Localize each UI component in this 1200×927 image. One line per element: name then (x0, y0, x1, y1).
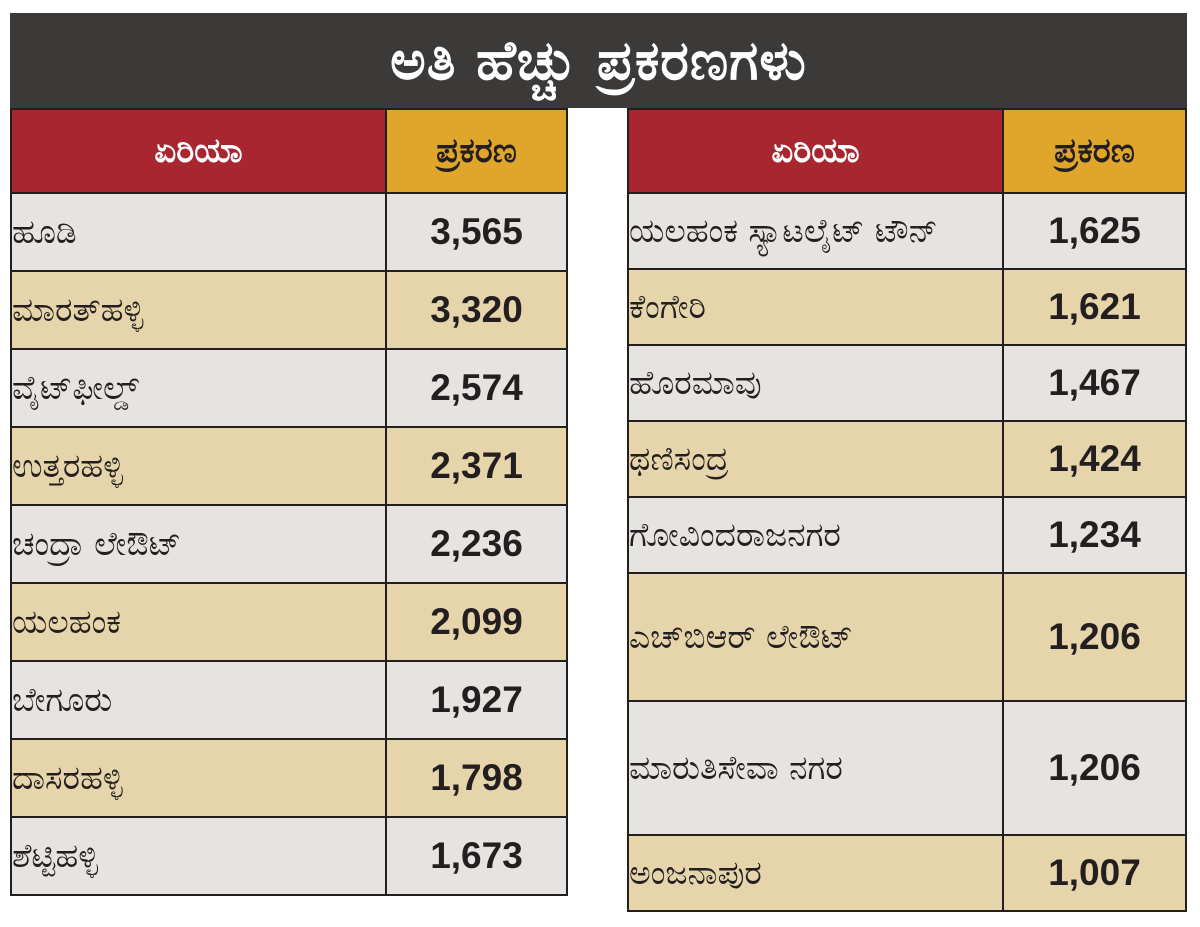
table-header-row: ಏರಿಯಾ ಪ್ರಕರಣ (10, 108, 568, 194)
chart-title: ಅತಿ ಹೆಚ್ಚು ಪ್ರಕರಣಗಳು (10, 13, 1187, 108)
case-count-cell: 2,099 (385, 582, 568, 662)
case-count-cell: 1,927 (385, 660, 568, 740)
area-name-cell: ಹೂಡಿ (10, 192, 387, 272)
area-name-cell: ವೈಟ್‌ಫೀಲ್ಡ್ (10, 348, 387, 428)
table-row: ಮಾರುತಿಸೇವಾ ನಗರ 1,206 (627, 700, 1187, 836)
case-count-cell: 3,565 (385, 192, 568, 272)
table-row: ಹೂಡಿ 3,565 (10, 192, 568, 272)
case-count-cell: 1,467 (1002, 344, 1187, 422)
case-count-cell: 2,574 (385, 348, 568, 428)
table-row: ಉತ್ತರಹಳ್ಳಿ 2,371 (10, 426, 568, 506)
area-name-cell: ಅಂಜನಾಪುರ (627, 834, 1004, 912)
table-row: ಶೆಟ್ಟಿಹಳ್ಳಿ 1,673 (10, 816, 568, 896)
case-count-cell: 1,625 (1002, 192, 1187, 270)
table-row: ಥಣಿಸಂದ್ರ 1,424 (627, 420, 1187, 498)
area-name-cell: ದಾಸರಹಳ್ಳಿ (10, 738, 387, 818)
table-row: ಅಂಜನಾಪುರ 1,007 (627, 834, 1187, 912)
case-count-cell: 1,798 (385, 738, 568, 818)
area-name-cell: ಉತ್ತರಹಳ್ಳಿ (10, 426, 387, 506)
table-row: ಬೇಗೂರು 1,927 (10, 660, 568, 740)
area-name-cell: ಗೋವಿಂದರಾಜನಗರ (627, 496, 1004, 574)
case-count-cell: 1,424 (1002, 420, 1187, 498)
table-row: ಯಲಹಂಕ 2,099 (10, 582, 568, 662)
table-header-row: ಏರಿಯಾ ಪ್ರಕರಣ (627, 108, 1187, 194)
case-count-cell: 1,007 (1002, 834, 1187, 912)
case-count-cell: 1,206 (1002, 572, 1187, 702)
case-count-cell: 1,673 (385, 816, 568, 896)
case-count-cell: 1,621 (1002, 268, 1187, 346)
case-count-cell: 2,371 (385, 426, 568, 506)
table-row: ಹೊರಮಾವು 1,467 (627, 344, 1187, 422)
area-name-cell: ಹೊರಮಾವು (627, 344, 1004, 422)
area-name-cell: ಮಾರತ್‌ಹಳ್ಳಿ (10, 270, 387, 350)
table-row: ಯಲಹಂಕ ಸ್ಯಾಟಲೈಟ್ ಟೌನ್ 1,625 (627, 192, 1187, 270)
table-row: ಎಚ್‌ಬಿಆರ್ ಲೇಔಟ್ 1,206 (627, 572, 1187, 702)
table-row: ವೈಟ್‌ಫೀಲ್ಡ್ 2,574 (10, 348, 568, 428)
area-name-cell: ಎಚ್‌ಬಿಆರ್ ಲೇಔಟ್ (627, 572, 1004, 702)
table-row: ಮಾರತ್‌ಹಳ್ಳಿ 3,320 (10, 270, 568, 350)
case-count-cell: 1,206 (1002, 700, 1187, 836)
area-name-cell: ಬೇಗೂರು (10, 660, 387, 740)
area-name-cell: ಕೆಂಗೇರಿ (627, 268, 1004, 346)
table-row: ದಾಸರಹಳ್ಳಿ 1,798 (10, 738, 568, 818)
case-count-cell: 1,234 (1002, 496, 1187, 574)
table-row: ಚಂದ್ರಾ ಲೇಔಟ್ 2,236 (10, 504, 568, 584)
area-name-cell: ಚಂದ್ರಾ ಲೇಔಟ್ (10, 504, 387, 584)
case-count-cell: 3,320 (385, 270, 568, 350)
header-area: ಏರಿಯಾ (10, 108, 387, 194)
case-count-cell: 2,236 (385, 504, 568, 584)
header-cases: ಪ್ರಕರಣ (1002, 108, 1187, 194)
table-row: ಗೋವಿಂದರಾಜನಗರ 1,234 (627, 496, 1187, 574)
header-cases: ಪ್ರಕರಣ (385, 108, 568, 194)
table-row: ಕೆಂಗೇರಿ 1,621 (627, 268, 1187, 346)
cases-table-right: ಏರಿಯಾ ಪ್ರಕರಣ ಯಲಹಂಕ ಸ್ಯಾಟಲೈಟ್ ಟೌನ್ 1,625 ಕೆ… (627, 108, 1187, 912)
header-area: ಏರಿಯಾ (627, 108, 1004, 194)
area-name-cell: ಥಣಿಸಂದ್ರ (627, 420, 1004, 498)
area-name-cell: ಯಲಹಂಕ (10, 582, 387, 662)
area-name-cell: ಯಲಹಂಕ ಸ್ಯಾಟಲೈಟ್ ಟೌನ್ (627, 192, 1004, 270)
cases-table-left: ಏರಿಯಾ ಪ್ರಕರಣ ಹೂಡಿ 3,565 ಮಾರತ್‌ಹಳ್ಳಿ 3,320 ವೈ… (10, 108, 568, 896)
area-name-cell: ಶೆಟ್ಟಿಹಳ್ಳಿ (10, 816, 387, 896)
area-name-cell: ಮಾರುತಿಸೇವಾ ನಗರ (627, 700, 1004, 836)
